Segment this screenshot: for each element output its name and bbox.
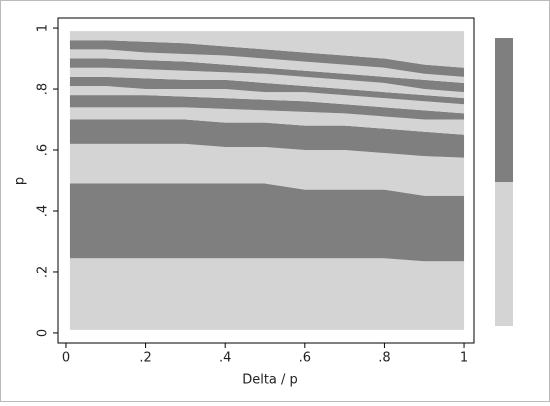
contour-band bbox=[69, 76, 465, 105]
contour-band bbox=[69, 119, 465, 158]
y-tick-label: .6 bbox=[36, 144, 51, 156]
y-tick-label: 1 bbox=[36, 24, 51, 32]
x-tick-label: .6 bbox=[299, 351, 311, 366]
x-tick-label: .4 bbox=[219, 351, 231, 366]
y-tick-label: .2 bbox=[36, 266, 51, 278]
y-tick-label: .4 bbox=[36, 205, 51, 217]
contour-band bbox=[69, 67, 465, 99]
contour-band bbox=[69, 258, 465, 330]
x-tick-label: 0 bbox=[62, 351, 70, 366]
y-axis-title: p bbox=[13, 177, 28, 185]
contour-band bbox=[69, 58, 465, 93]
x-tick-label: .8 bbox=[378, 351, 390, 366]
plot-frame bbox=[57, 17, 475, 344]
x-tick-label: 1 bbox=[460, 351, 468, 366]
contour-band bbox=[69, 85, 465, 114]
contour-band bbox=[69, 31, 465, 68]
contour-band bbox=[69, 183, 465, 262]
contour-band bbox=[69, 143, 465, 196]
x-tick-label: .2 bbox=[139, 351, 151, 366]
x-axis-title: Delta / p bbox=[242, 373, 298, 388]
y-tick-label: 0 bbox=[36, 329, 51, 337]
contour-band bbox=[69, 107, 465, 135]
y-tick-label: .8 bbox=[36, 83, 51, 95]
legend-swatch bbox=[495, 38, 513, 182]
legend-swatch bbox=[495, 182, 513, 326]
contour-band bbox=[69, 95, 465, 120]
contour-band bbox=[69, 40, 465, 77]
contour-band bbox=[69, 49, 465, 83]
